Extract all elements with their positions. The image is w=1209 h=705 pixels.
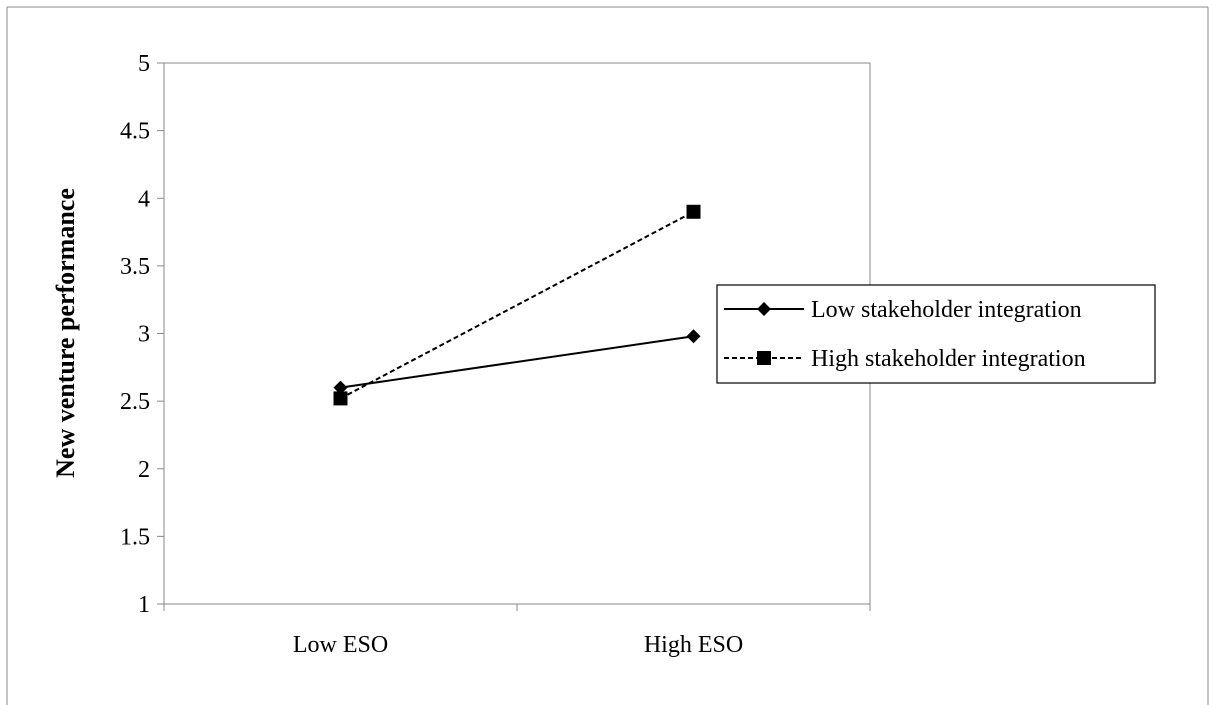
series-lines (340, 210, 694, 400)
legend-box (716, 284, 1156, 384)
legend-label: High stakeholder integration (811, 346, 1086, 372)
data-point-square (686, 204, 701, 219)
series-line (340, 210, 694, 400)
x-category-label: High ESO (644, 632, 743, 658)
y-tick-label: 1 (138, 592, 150, 618)
data-point-square (333, 391, 348, 406)
series-line (340, 335, 694, 389)
y-tick-label: 5 (138, 51, 150, 77)
series-markers (333, 204, 701, 406)
legend-marker-square (757, 351, 771, 365)
y-axis-title: New venture performance (51, 188, 80, 478)
legend-marker-diamond (757, 302, 771, 316)
y-tick-label: 2.5 (120, 389, 150, 415)
y-axis-ticks: 1 1.5 2 2.5 3 3.5 4 4.5 5 (120, 51, 164, 618)
y-tick-label: 2 (138, 457, 150, 483)
x-category-label: Low ESO (293, 632, 388, 658)
x-axis-ticks: Low ESO High ESO (163, 604, 871, 658)
y-tick-label: 4 (138, 186, 150, 212)
y-tick-label: 1.5 (120, 524, 150, 550)
y-tick-label: 3 (138, 322, 150, 348)
data-point-diamond (333, 380, 348, 395)
legend-label: Low stakeholder integration (811, 297, 1082, 323)
data-point-diamond (686, 329, 701, 344)
y-tick-label: 3.5 (120, 254, 150, 280)
y-tick-label: 4.5 (120, 119, 150, 145)
legend: Low stakeholder integration High stakehol… (724, 297, 1086, 372)
